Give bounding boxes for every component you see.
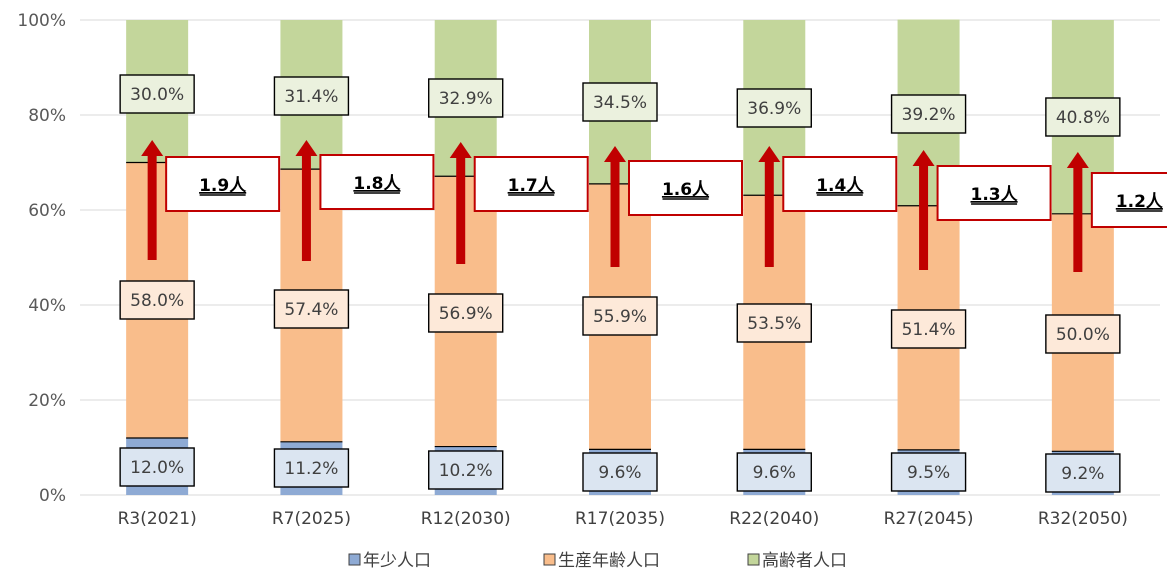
value-label: 50.0% <box>1056 325 1110 345</box>
legend-swatch <box>348 553 361 566</box>
y-tick-label: 80% <box>28 106 66 126</box>
ratio-label: 1.3人 <box>971 185 1019 205</box>
ratio-label-box <box>1090 172 1167 228</box>
value-label-box <box>890 452 967 492</box>
legend-label: 生産年齢人口 <box>558 551 660 571</box>
x-tick-label: R22(2040) <box>729 509 819 529</box>
ratio-label: 1.8人 <box>353 174 401 194</box>
value-label-box <box>1045 453 1121 493</box>
value-label: 9.2% <box>1061 464 1104 484</box>
value-label: 39.2% <box>902 105 956 125</box>
value-label-box <box>736 88 812 128</box>
ratio-arrow-head <box>758 146 781 162</box>
ratio-label: 1.6人 <box>662 180 710 200</box>
value-labels: 12.0% 58.0% 30.0% 11.2% 57.4% 31.4% 10.2% 56.9%… <box>119 74 1121 493</box>
value-label-box <box>119 447 195 487</box>
value-label: 55.9% <box>593 307 647 327</box>
value-label: 36.9% <box>747 99 801 119</box>
x-axis: R3(2021) R7(2025) R12(2030) R17(2035) R22(20… <box>118 509 1128 529</box>
ratio-label-box <box>782 156 898 212</box>
value-label: 58.0% <box>130 291 184 311</box>
value-label-box <box>273 448 350 488</box>
y-tick-label: 100% <box>17 11 66 31</box>
legend-label: 高齢者人口 <box>762 551 847 571</box>
ratio-arrow-head <box>604 146 626 162</box>
y-tick-label: 40% <box>28 296 66 316</box>
ratio-label: 1.9人 <box>199 176 247 196</box>
x-tick-label: R12(2030) <box>421 509 511 529</box>
value-label-box <box>428 293 504 333</box>
value-label-box <box>1045 97 1121 137</box>
ratio-label-box <box>473 156 589 212</box>
y-tick-label: 20% <box>28 391 66 411</box>
x-tick-label: R17(2035) <box>575 509 665 529</box>
value-label-box <box>582 82 658 122</box>
value-label: 9.5% <box>907 463 950 483</box>
ratio-label-box <box>319 154 435 210</box>
ratio-label-box <box>165 156 281 212</box>
ratio-arrow-head <box>295 140 318 156</box>
ratio-annotations: 1.9人 1.8人 1.7人 1.6人 1.4人 1.3人 1.2人 <box>141 140 1167 272</box>
value-label-box <box>890 309 967 349</box>
value-label: 12.0% <box>130 458 184 478</box>
x-tick-label: R7(2025) <box>272 509 351 529</box>
ratio-label: 1.7人 <box>508 176 556 196</box>
ratio-label-box <box>628 160 743 216</box>
ratio-arrow-head <box>912 150 935 166</box>
value-label-box <box>582 452 658 492</box>
value-label-box <box>273 76 350 116</box>
value-label-box <box>119 280 195 320</box>
ratio-arrow-head <box>449 142 472 158</box>
value-label-box <box>428 450 504 490</box>
value-label: 51.4% <box>902 320 956 340</box>
legend-label: 年少人口 <box>363 551 431 571</box>
value-label: 57.4% <box>284 300 338 320</box>
ratio-arrow-head <box>141 140 164 156</box>
value-label-box <box>1045 314 1121 354</box>
y-tick-label: 60% <box>28 201 66 221</box>
ratio-label-box <box>936 165 1052 221</box>
value-label: 9.6% <box>753 463 796 483</box>
legend: 年少人口 生産年齢人口 高齢者人口 <box>348 551 847 571</box>
value-label-box <box>736 303 812 343</box>
value-label: 11.2% <box>284 459 338 479</box>
value-label-box <box>582 296 658 336</box>
x-tick-label: R3(2021) <box>118 509 197 529</box>
x-tick-label: R27(2045) <box>884 509 974 529</box>
x-tick-label: R32(2050) <box>1038 509 1128 529</box>
legend-swatch <box>543 553 556 566</box>
value-label: 32.9% <box>439 89 493 109</box>
ratio-label: 1.4人 <box>816 176 864 196</box>
y-tick-label: 0% <box>39 486 66 506</box>
value-label: 34.5% <box>593 93 647 113</box>
value-label: 40.8% <box>1056 108 1110 128</box>
value-label-box <box>428 78 504 118</box>
legend-swatch <box>747 553 760 566</box>
value-label: 56.9% <box>439 304 493 324</box>
value-label-box <box>890 94 967 134</box>
value-label: 10.2% <box>439 461 493 481</box>
y-axis: 0% 20% 40% 60% 80% 100% <box>17 11 66 506</box>
value-label-box <box>736 452 812 492</box>
value-label: 53.5% <box>747 314 801 334</box>
ratio-label: 1.2人 <box>1116 192 1164 212</box>
value-label: 9.6% <box>598 463 641 483</box>
value-label-box <box>273 289 350 329</box>
value-label: 30.0% <box>130 85 184 105</box>
ratio-arrow-head <box>1066 152 1089 168</box>
value-label-box <box>119 74 195 114</box>
value-label: 31.4% <box>284 87 338 107</box>
